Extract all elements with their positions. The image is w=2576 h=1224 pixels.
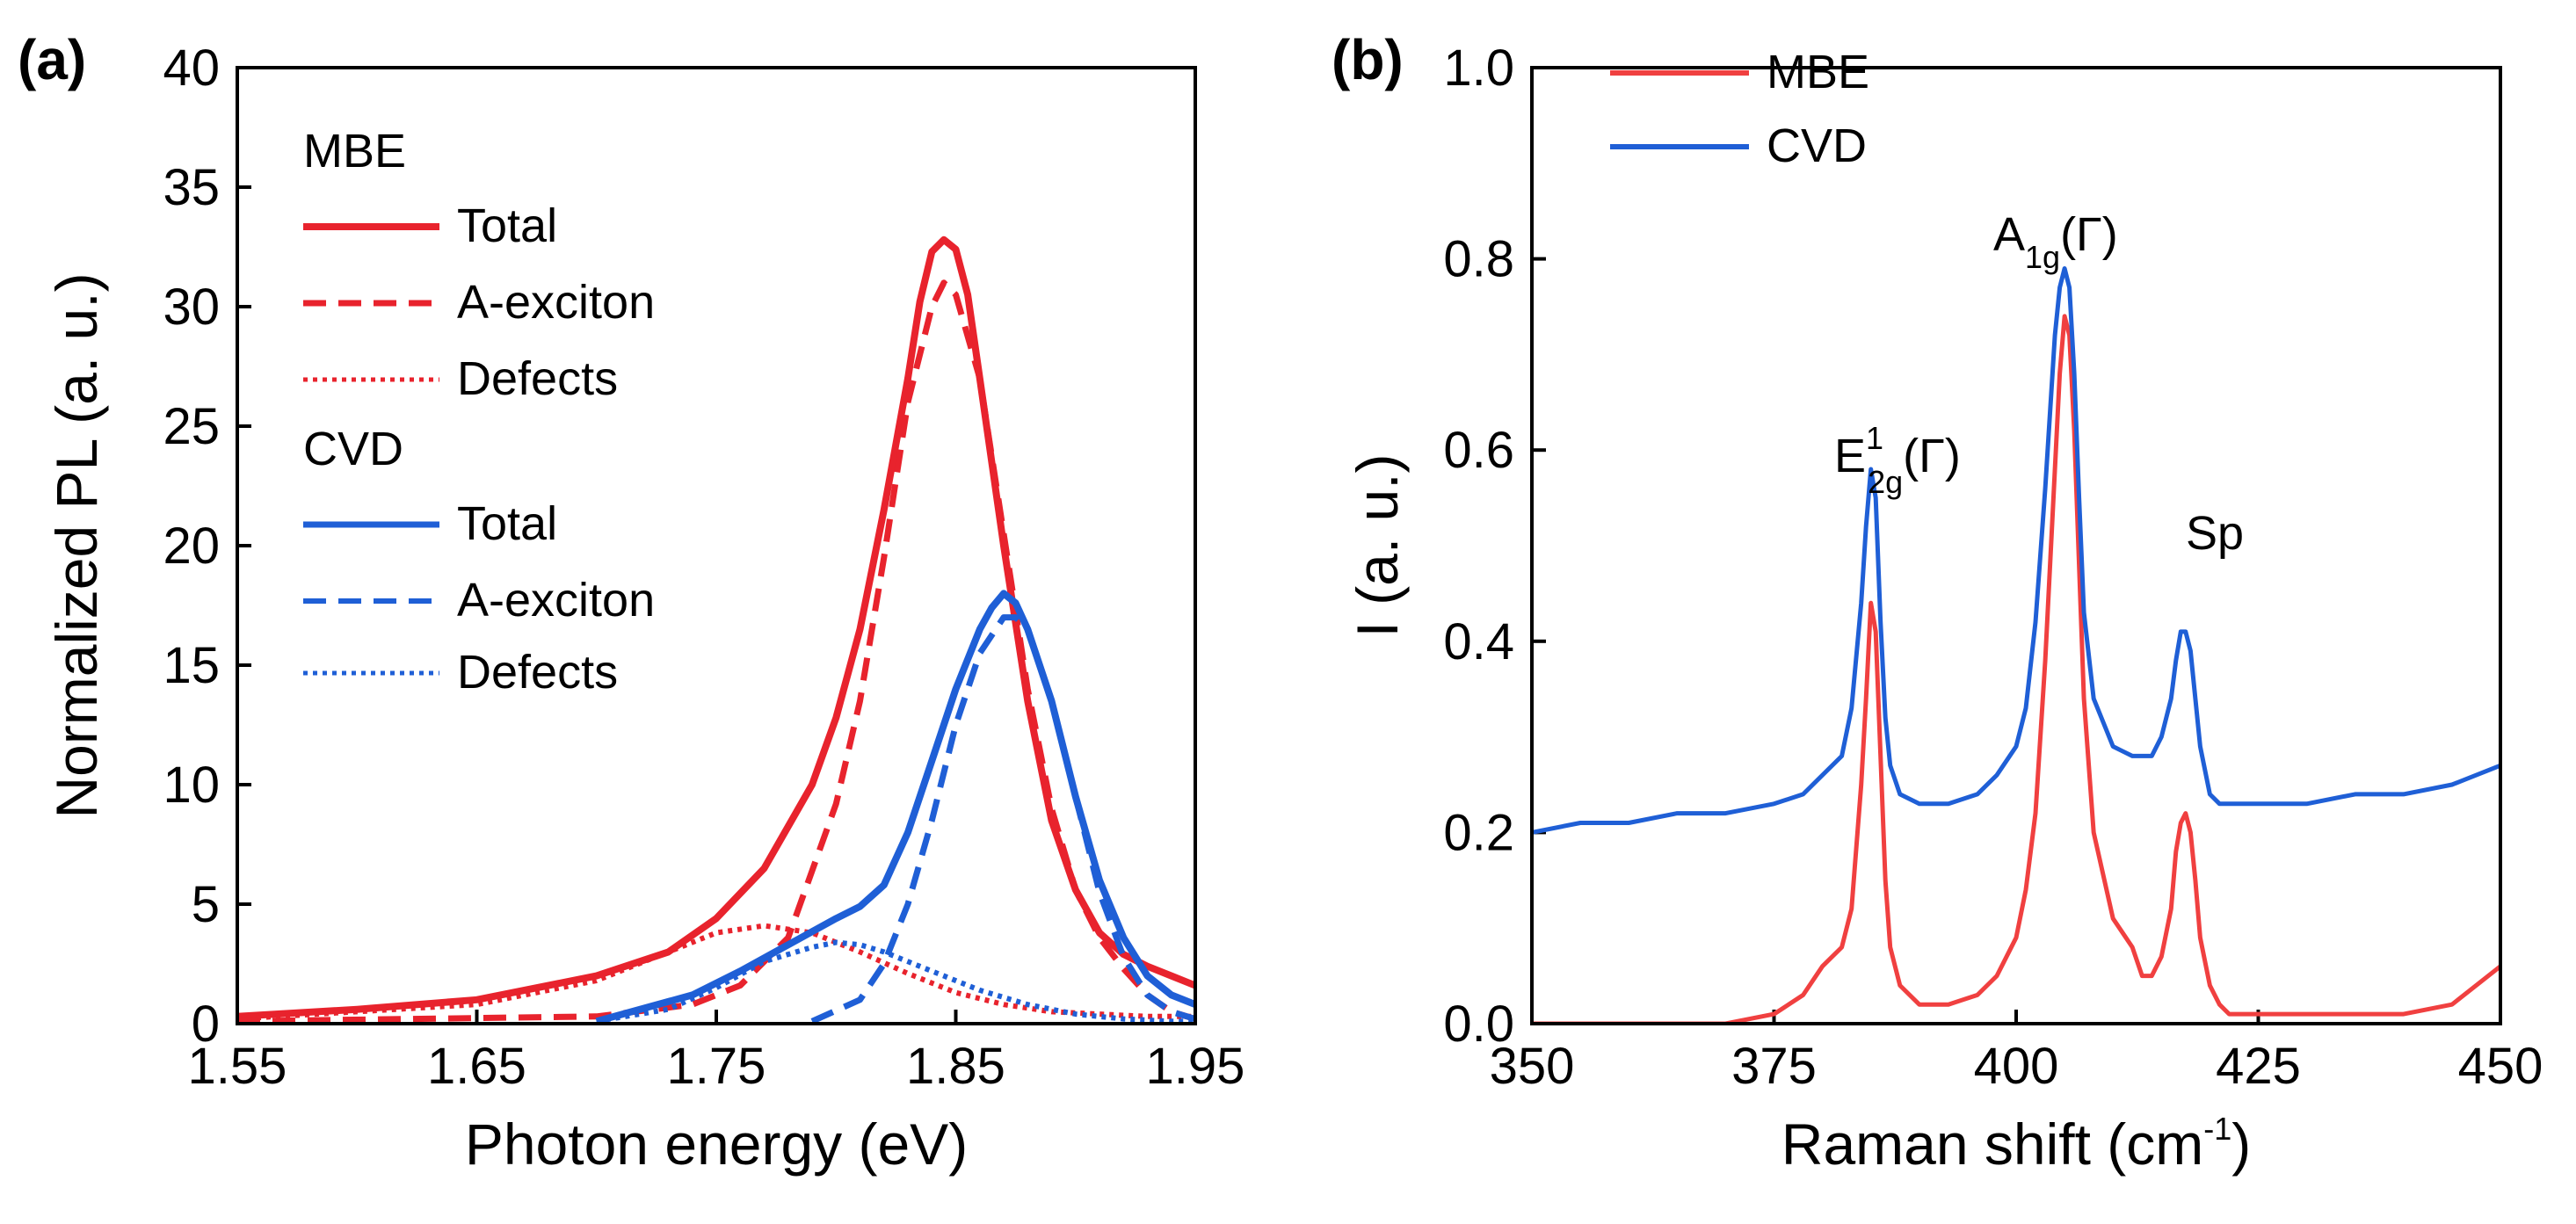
panel-b-x-axis-title-main: Raman shift (cm [1781,1112,2203,1177]
peak-e2g-suffix: (Γ) [1903,430,1961,482]
panel-a-ticks: 1.55 1.65 1.75 1.85 1.95 0 5 10 15 20 25 30 35 40 [163,40,1244,1095]
panel-a-series-cvd-defects [596,939,1195,1024]
panel-b-y-tick-label: 0.4 [1443,613,1514,670]
panel-b-label: (b) [1332,28,1404,91]
panel-b-x-tick-label: 375 [1731,1038,1817,1095]
panel-a-y-tick-label: 0 [192,996,220,1053]
panel-b-series-mbe [1532,314,2500,1024]
panel-b-series-cvd [1532,266,2500,835]
panel-a-x-tick-label: 1.55 [188,1038,287,1095]
panel-b-y-tick-label: 0.6 [1443,422,1514,479]
panel-b-legend: MBE CVD [1610,46,1869,172]
panel-b-x-tick-label: 400 [1974,1038,2059,1095]
legend-group-mbe: MBE [303,125,406,177]
panel-b-ticks: 350 375 400 425 450 0.0 0.2 0.4 0.6 0.8 1.0 [1443,40,2543,1095]
panel-a-y-tick-label: 25 [163,398,220,455]
legend-cvd-total: Total [457,497,557,550]
panel-a-series-mbe-total [237,235,1195,1020]
panel-a-x-tick-label: 1.85 [906,1038,1005,1095]
legend-cvd-defects: Defects [457,646,618,699]
panel-a-x-tick-label: 1.95 [1146,1038,1245,1095]
legend-cvd: CVD [1767,120,1867,172]
panel-a-series-mbe-a-exciton [237,279,1195,1024]
peak-label-sp: Sp [2186,507,2244,560]
panel-a-series-cvd-total [595,590,1195,1024]
panel-a-y-tick-label: 20 [163,518,220,575]
panel-a-x-tick-label: 1.65 [427,1038,526,1095]
panel-a-label: (a) [18,28,86,91]
panel-b-series [1532,266,2500,1024]
panel-a-y-tick-label: 10 [163,757,220,814]
peak-e2g-base: E [1834,430,1866,482]
panel-a-y-tick-label: 15 [163,637,220,694]
panel-b-x-tick-label: 450 [2458,1038,2543,1095]
legend-group-cvd: CVD [303,423,403,475]
panel-a-pl-chart: (a) 1.55 1.65 1.75 1.85 1.95 0 5 10 15 20 25 30 35 40… [18,28,1244,1177]
legend-mbe-defects: Defects [457,352,618,405]
panel-a-x-tick-label: 1.75 [667,1038,766,1095]
legend-mbe: MBE [1767,46,1869,98]
peak-a1g-suffix: (Γ) [2060,208,2118,261]
peak-label-a1g: A1g(Γ) [1993,208,2118,275]
panel-b-x-tick-label: 350 [1490,1038,1575,1095]
panel-a-legend: MBE Total A-exciton Defects CVD Total A-… [303,125,655,699]
panel-a-series-cvd-a-exciton [810,614,1195,1024]
panel-a-x-axis-title: Photon energy (eV) [465,1112,968,1177]
panel-b-raman-chart: (b) 350 375 400 425 450 0.0 0.2 0.4 0.6 0.8 1.0 Ra… [1332,28,2543,1177]
panel-b-x-axis-title-end: ) [2231,1112,2251,1177]
panel-b-y-axis-title: I (a. u.) [1345,453,1410,637]
panel-b-x-tick-label: 425 [2216,1038,2301,1095]
panel-a-axes-frame [236,66,1197,1025]
legend-mbe-a-exciton: A-exciton [457,276,655,329]
peak-e2g-sup: 1 [1866,420,1883,456]
panel-b-y-tick-label: 1.0 [1443,40,1514,97]
panel-a-y-tick-label: 5 [192,876,220,933]
panel-a-y-axis-title: Normalized PL (a. u.) [44,272,109,818]
peak-a1g-sub: 1g [2025,239,2060,275]
panel-b-y-tick-label: 0.0 [1443,996,1514,1053]
peak-e2g-sub: 2g [1868,464,1903,500]
panel-b-x-axis-title: Raman shift (cm-1) [1781,1111,2251,1177]
peak-label-e2g: E1 2g(Γ) [1834,420,1961,500]
panel-a-y-tick-label: 40 [163,40,220,97]
panel-a-y-tick-label: 30 [163,279,220,336]
panel-b-peak-annotations: E1 2g(Γ) A1g(Γ) Sp [1834,208,2244,560]
panel-b-y-tick-label: 0.8 [1443,231,1514,288]
panel-a-y-tick-label: 35 [163,159,220,216]
legend-mbe-total: Total [457,199,557,252]
panel-b-axes-frame [1530,66,2502,1025]
panel-b-y-tick-label: 0.2 [1443,804,1514,861]
legend-cvd-a-exciton: A-exciton [457,574,655,626]
panel-b-x-axis-title-sup: -1 [2203,1111,2231,1147]
peak-a1g-base: A [1993,208,2025,261]
panel-a-series [237,235,1195,1024]
